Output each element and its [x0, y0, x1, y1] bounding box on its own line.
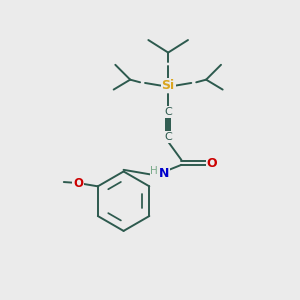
Text: O: O	[73, 176, 83, 190]
Text: C: C	[164, 107, 172, 117]
Text: C: C	[164, 132, 172, 142]
Text: O: O	[207, 158, 218, 170]
Text: H: H	[150, 166, 158, 176]
Text: Si: Si	[162, 79, 175, 92]
Text: N: N	[159, 167, 169, 180]
